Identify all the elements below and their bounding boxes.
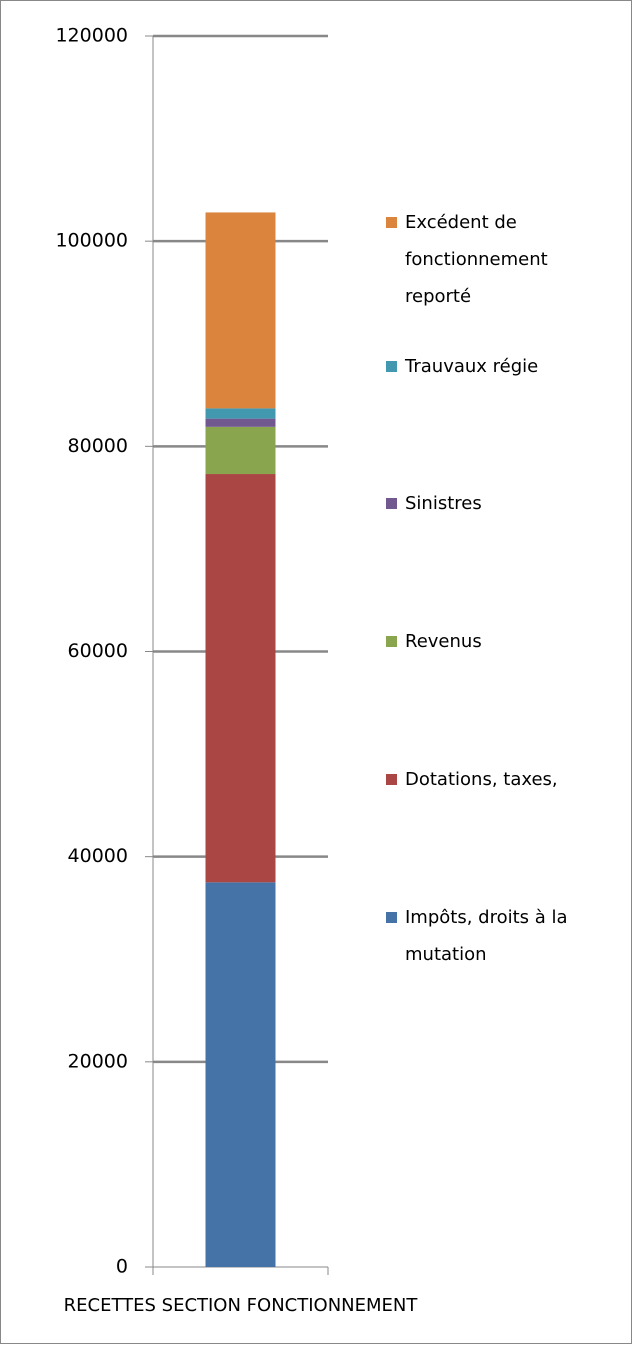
x-tick-label: RECETTES SECTION FONCTIONNEMENT [64, 1295, 419, 1316]
legend-label: Impôts, droits à la mutation [405, 907, 568, 965]
legend-swatch [386, 498, 397, 509]
bar-segment [205, 474, 276, 883]
y-tick-label: 80000 [68, 435, 128, 457]
y-tick-label: 60000 [68, 640, 128, 662]
legend-swatch [386, 774, 397, 785]
y-tick-label: 40000 [68, 845, 128, 867]
legend-swatch [386, 361, 397, 372]
y-tick-label: 0 [116, 1256, 128, 1278]
y-tick-label: 20000 [68, 1050, 128, 1072]
legend-swatch [386, 217, 397, 228]
legend-label: Excédent de fonctionnement reporté [405, 212, 548, 307]
y-tick-label: 100000 [55, 230, 128, 252]
bar-segment [205, 426, 276, 475]
legend-swatch [386, 912, 397, 923]
legend-swatch [386, 636, 397, 647]
legend-label: Revenus [405, 631, 482, 652]
bar-segment [205, 408, 276, 419]
bar-segment [205, 212, 276, 409]
legend-label: Sinistres [405, 493, 482, 514]
bar-segment [205, 882, 276, 1267]
y-tick-label: 120000 [55, 25, 128, 47]
legend-label: Dotations, taxes, [405, 769, 558, 790]
legend-label: Trauvaux régie [405, 356, 539, 377]
bar-segment [205, 418, 276, 427]
